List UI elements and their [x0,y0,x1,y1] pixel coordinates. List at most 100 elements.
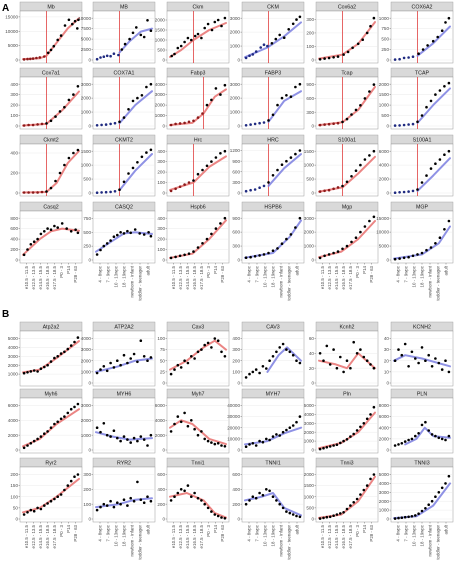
data-point [332,444,335,447]
data-point [43,55,46,58]
plot-area-Pln [315,397,379,454]
y-tick-label: 1200 [230,148,241,153]
data-point [173,495,176,499]
data-point [265,437,268,441]
plot-area-Tnni3 [315,466,379,523]
y-tick-label: 0 [386,448,389,453]
data-point [274,37,278,41]
data-point [109,122,112,126]
data-point [294,226,297,229]
data-point [223,216,227,220]
data-point [43,230,46,233]
plot-area-HRC [241,143,305,197]
data-point [417,432,420,435]
data-point [36,506,39,510]
data-point [66,347,70,351]
data-point [73,19,77,23]
data-point [183,411,186,415]
x-tick-label: newborn - infant [428,524,433,556]
y-tick-label: 1000 [379,16,390,21]
y-tick-label: 2000 [379,436,390,441]
x-tick-label: 10 - 13wpc [412,265,417,287]
strip-title-Atp2a2: Atp2a2 [43,325,60,331]
data-point [77,18,80,22]
data-point [354,169,358,172]
data-point [122,180,126,184]
data-point [116,501,119,505]
data-point [65,227,68,230]
data-point [318,58,322,61]
data-point [444,482,447,485]
plot-area-S100a1 [315,143,379,197]
x-tick-label: adult [295,524,300,534]
data-point [109,190,112,194]
data-point [341,120,344,124]
data-point [325,515,329,519]
strip-title-Ckmt2: Ckmt2 [43,138,58,144]
data-point [372,16,376,20]
y-tick-label: 0 [88,58,91,63]
data-point [140,94,144,97]
data-point [438,89,442,92]
y-tick-label: 2000 [379,177,390,182]
strip-title-Mgp: Mgp [342,205,352,211]
data-point [210,232,213,236]
data-point [281,506,285,510]
y-tick-label: 500 [381,37,389,42]
data-point [429,99,433,103]
subplot-Cox6a2: Cox6a2 0 100 200 300 [306,1,379,64]
y-tick-label: 0 [162,191,165,196]
data-point [325,446,329,449]
subplot-Hspb6: Hspb6 0 100 200 300 400 e10.5 - 11.5 e12.5 - 13… [157,201,230,289]
y-tick-label: 2000 [155,433,166,438]
data-point [332,122,335,125]
x-tick-label: P28 - 63 [220,524,225,541]
data-point [220,444,223,447]
x-tick-label: P0 - 3 [206,524,211,536]
data-point [102,502,106,506]
data-point [266,44,269,48]
data-point [262,43,266,46]
data-point [210,346,213,349]
trend-curve [318,352,376,370]
trend-curve [118,27,153,54]
data-point [205,237,209,241]
data-point [359,104,362,107]
data-point [105,504,109,507]
data-point [424,420,427,424]
data-point [169,372,173,376]
x-tick-label: 4 - 8wpc [247,265,252,282]
plot-area-CKMT2 [92,143,156,197]
data-point [365,417,369,421]
data-point [60,222,64,225]
data-point [186,484,190,487]
y-tick-label: 600 [10,226,18,231]
x-tick-label: e14.5 - 15.5 [38,524,43,548]
data-point [36,123,39,126]
data-point [76,85,80,88]
y-tick-label: 2000 [8,363,19,368]
data-point [289,233,293,236]
plot-area-Kcnh2 [315,330,379,387]
data-point [56,38,59,42]
x-tick-label: P28 - 63 [73,265,78,282]
y-tick-label: 6000 [379,414,390,419]
data-point [32,439,36,443]
y-tick-label: 2000 [304,430,315,435]
data-point [196,172,200,176]
data-point [259,46,263,49]
x-tick-label: P28 - 63 [73,524,78,541]
data-point [126,438,129,441]
plot-area-Mb [19,10,83,64]
y-tick-label: 10 [384,369,390,374]
x-tick-label: 18 - 19wpc [420,524,425,546]
y-tick-label: 1000 [81,110,92,115]
y-tick-label: 15000 [5,14,18,19]
y-tick-label: 0 [88,191,91,196]
data-point [36,370,39,373]
data-point [100,191,103,194]
x-tick-label: P0 - 3 [59,524,64,536]
data-point [146,359,149,363]
data-point [336,121,340,125]
